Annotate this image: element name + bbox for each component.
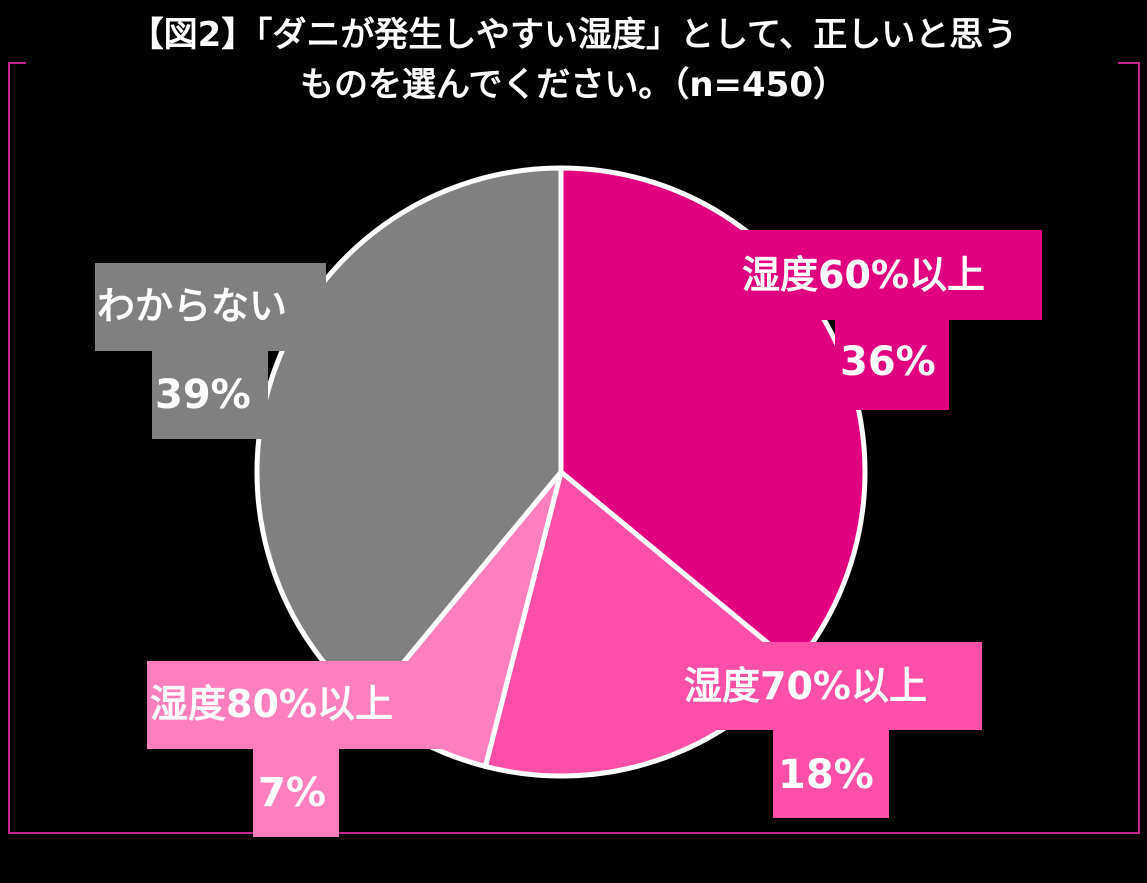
label-box-80-value (253, 749, 339, 837)
chart-frame (8, 62, 1140, 834)
frame-top-left (8, 62, 26, 64)
slice-unknown (254, 165, 564, 709)
slice-value-60: 36% (840, 339, 936, 385)
slice-label-60: 湿度60%以上 (742, 253, 985, 297)
frame-top-right (1118, 62, 1138, 64)
slice-label-70: 湿度70%以上 (684, 664, 927, 708)
slice-value-unknown: 39% (155, 372, 251, 418)
label-box-60-value (835, 320, 949, 410)
label-box-60-name (738, 230, 1042, 320)
chart-title-line1: 【図2】「ダニが発生しやすい湿度」として、正しいと思う (129, 15, 1018, 55)
chart-title: 【図2】「ダニが発生しやすい湿度」として、正しいと思う ものを選んでください。（… (40, 10, 1107, 110)
slice-label-80: 湿度80%以上 (150, 682, 393, 726)
slice-value-70: 18% (778, 752, 874, 798)
label-box-70-value (773, 730, 889, 818)
chart-title-line2: ものを選んでください。（n=450） (300, 65, 847, 105)
label-box-unknown-name (95, 263, 326, 351)
label-box-80-name (147, 661, 444, 749)
label-box-70-name (680, 642, 982, 730)
slice-value-80: 7% (258, 770, 326, 816)
slice-label-unknown: わからない (97, 284, 288, 328)
label-box-unknown-value (152, 351, 268, 439)
